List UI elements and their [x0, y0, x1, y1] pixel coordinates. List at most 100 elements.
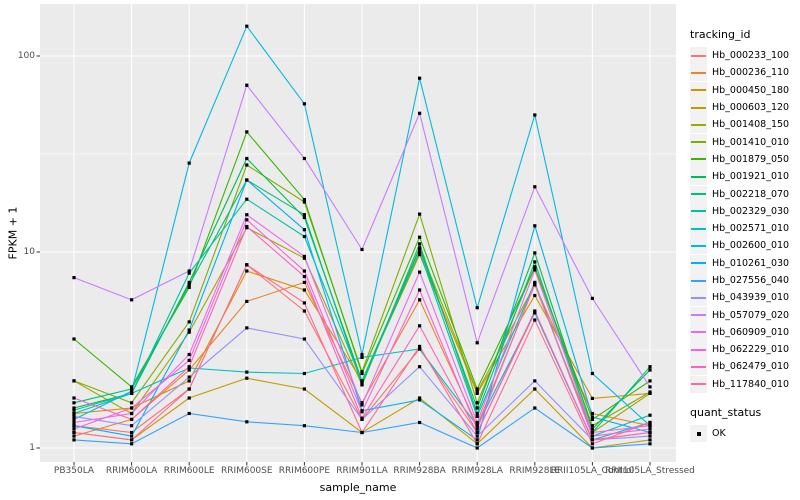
legend-key — [690, 116, 707, 134]
legend-label: Hb_000603_120 — [712, 102, 790, 114]
legend-key — [690, 375, 707, 393]
data-point — [245, 213, 249, 217]
legend-key — [690, 185, 707, 203]
data-point — [475, 390, 479, 394]
data-point — [418, 288, 422, 292]
line-swatch-icon — [691, 244, 706, 247]
legend-label: Hb_002218_070 — [712, 188, 790, 200]
data-point — [590, 417, 594, 421]
data-point — [130, 417, 134, 421]
legend-item: Hb_062479_010 — [690, 358, 798, 376]
data-point — [187, 285, 191, 289]
line-swatch-icon — [691, 227, 706, 230]
data-point — [360, 380, 364, 384]
data-point — [302, 213, 306, 217]
data-point — [187, 368, 191, 372]
data-point — [187, 387, 191, 391]
data-point — [302, 256, 306, 260]
data-point — [245, 420, 249, 424]
data-point — [648, 430, 652, 435]
legend-item: Hb_000236_110 — [690, 64, 798, 82]
data-point — [648, 424, 652, 428]
quant-ok-key — [690, 425, 707, 443]
data-point — [130, 434, 134, 438]
legend-key — [690, 237, 707, 255]
data-point — [475, 430, 479, 435]
data-point — [187, 271, 191, 275]
legend-key — [690, 133, 707, 151]
data-point — [187, 161, 191, 165]
line-swatch-icon — [691, 106, 706, 109]
data-point — [590, 415, 594, 419]
data-point — [590, 411, 594, 416]
data-point — [533, 387, 537, 391]
data-point — [418, 270, 422, 274]
data-point — [187, 283, 191, 287]
data-point — [533, 318, 537, 322]
legend-key — [690, 289, 707, 307]
y-axis-title: FPKM + 1 — [6, 206, 20, 260]
legend-label: Hb_001921_010 — [712, 171, 790, 183]
data-point — [648, 434, 652, 438]
data-point — [418, 111, 422, 115]
data-point — [245, 326, 249, 330]
data-point — [72, 417, 76, 421]
data-point — [533, 311, 537, 315]
data-point — [533, 282, 537, 286]
legend-label: Hb_002600_010 — [712, 240, 790, 252]
data-point — [187, 352, 191, 357]
legend-item: Hb_000603_120 — [690, 99, 798, 117]
legend-item: Hb_002571_010 — [690, 220, 798, 238]
legend-label: Hb_057079_020 — [712, 309, 790, 321]
x-tick-label: RRIM928BA — [393, 466, 446, 476]
legend-label: Hb_000236_110 — [712, 67, 790, 79]
data-point — [245, 130, 249, 134]
legend-key — [690, 272, 707, 289]
data-point — [130, 406, 134, 410]
legend-item: Hb_001410_010 — [690, 133, 798, 151]
legend-key — [690, 168, 707, 186]
data-point — [590, 446, 594, 450]
data-point — [533, 379, 537, 383]
data-point — [418, 242, 422, 246]
legend-item: Hb_043939_010 — [690, 289, 798, 307]
data-point — [475, 306, 479, 310]
data-point — [360, 247, 364, 252]
legend-label: Hb_001408_150 — [712, 119, 790, 131]
legend-title-quant-status: quant_status — [690, 405, 762, 419]
data-point — [130, 385, 134, 389]
line-swatch-icon — [691, 175, 706, 178]
line-swatch-icon — [691, 210, 706, 213]
data-point — [187, 328, 191, 332]
data-point — [187, 365, 191, 369]
data-point — [648, 368, 652, 372]
line-swatch-icon — [691, 193, 706, 196]
data-point — [187, 269, 191, 273]
data-point — [187, 320, 191, 324]
data-point — [533, 406, 537, 410]
legend-label: Hb_060909_010 — [712, 326, 790, 338]
data-point — [130, 438, 134, 442]
data-point — [187, 411, 191, 416]
data-point — [72, 414, 76, 418]
data-point — [475, 411, 479, 416]
legend-label: Hb_002571_010 — [712, 223, 790, 235]
data-point — [245, 83, 249, 87]
data-point — [245, 224, 249, 229]
data-point — [648, 385, 652, 389]
legend-label: Hb_062229_010 — [712, 344, 790, 356]
y-tick-label: 10 — [23, 247, 35, 257]
legend-item: Hb_057079_020 — [690, 306, 798, 324]
data-point — [187, 330, 191, 334]
data-point — [590, 371, 594, 376]
data-point — [590, 427, 594, 431]
data-point — [245, 299, 249, 303]
data-point — [590, 442, 594, 446]
data-point — [245, 370, 249, 374]
data-point — [245, 263, 249, 267]
data-point — [130, 430, 134, 435]
data-point — [533, 260, 537, 264]
data-point — [72, 337, 76, 341]
legend-label: Hb_001410_010 — [712, 136, 790, 148]
